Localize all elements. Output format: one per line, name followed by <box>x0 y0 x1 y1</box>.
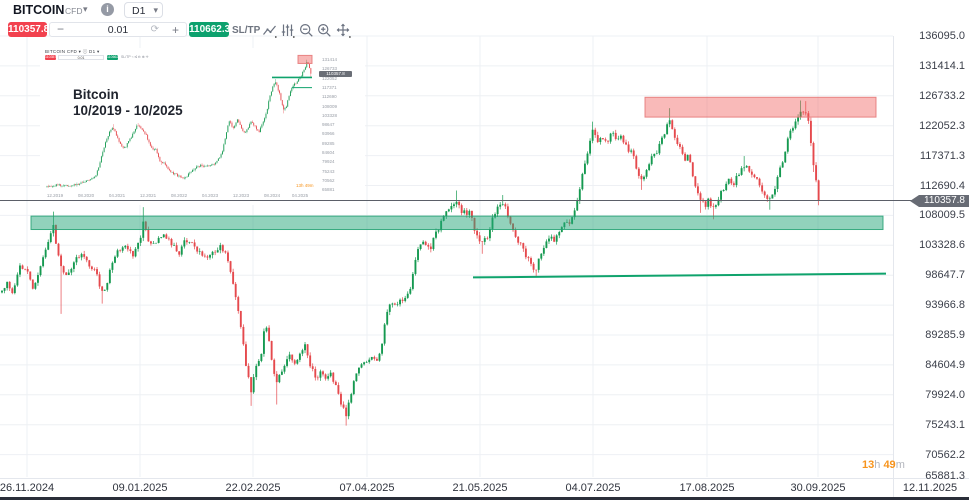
inset-price-badge: 110357.8 <box>319 71 352 77</box>
inset-price-axis-label: 112690 <box>322 94 337 100</box>
inset-price-axis-label: 122052 <box>322 75 338 81</box>
price-axis-label: 117371.3 <box>919 149 965 162</box>
zoom-out-icon[interactable] <box>299 23 314 38</box>
volume-increase-button[interactable]: + <box>171 23 179 37</box>
inset-date-axis-label: 08.2020 <box>77 193 95 198</box>
symbol-market-type: CFD <box>65 6 83 16</box>
inset-date-axis-label: 12.2023 <box>232 193 250 198</box>
inset-price-axis-label: 108009 <box>322 103 338 109</box>
price-axis-label: 65881.3 <box>925 470 965 482</box>
inset-date-axis-label: 04.2021 <box>108 193 126 198</box>
inset-toolbar-text: BITCOIN CFD ▾ ⓘ D1 ▾ <box>45 49 100 54</box>
inset-title-line1: Bitcoin <box>73 87 119 102</box>
date-axis-label: 21.05.2025 <box>452 482 508 494</box>
zoom-in-icon[interactable] <box>317 23 332 38</box>
inset-price-axis-label: 84604 <box>322 150 335 155</box>
date-axis-label: 17.08.2025 <box>679 482 735 494</box>
inset-price-axis-label: 131414 <box>322 57 338 62</box>
date-axis-label: 12.11.2025 <box>902 482 958 494</box>
price-axis-label: 98647.7 <box>925 269 965 282</box>
date-axis-label: 30.09.2025 <box>790 482 846 494</box>
toolbar: BITCOIN CFD ▾ i D1 ▾ 110357.8 − 0.01 ⟳ +… <box>0 0 420 42</box>
candle-countdown: 13h 49m <box>862 459 905 471</box>
inset-countdown: 13h 49m <box>296 183 314 188</box>
date-axis-label: 22.02.2025 <box>225 482 281 494</box>
inset-price-axis-label: 93966 <box>322 131 335 137</box>
sell-button[interactable]: 110357.8 <box>8 22 50 37</box>
price-axis-label: 79924.0 <box>925 388 965 401</box>
price-axis-label: 108009.5 <box>919 209 965 222</box>
inset-volume-box: 0.01 <box>58 54 104 60</box>
inset-date-axis-label: 08.2022 <box>170 193 188 198</box>
inset-title: Bitcoin 10/2019 - 10/2025 <box>73 87 183 118</box>
price-axis-label: 136095.0 <box>919 30 965 42</box>
inset-price-axis-label: 79924 <box>322 159 335 165</box>
info-icon[interactable]: i <box>101 3 114 16</box>
countdown-hours: 13 <box>862 459 875 471</box>
price-axis-label: 103328.6 <box>919 239 965 252</box>
symbol-dropdown-caret-icon[interactable]: ▾ <box>83 4 88 14</box>
inset-date-axis-label: 08.2024 <box>263 193 281 198</box>
window-bottom-edge <box>0 497 969 500</box>
inset-toolbar-icons: SL/TP ⌁ ⑆ ⊖ ⊕ ✛ <box>121 55 149 59</box>
current-price-badge: 110357.8 <box>910 195 969 207</box>
volume-value[interactable]: 0.01 <box>107 24 129 36</box>
inset-sell-chip: 110357.8 <box>45 54 56 60</box>
inset-price-axis-label: 103328 <box>322 112 338 118</box>
inset-title-line2: 10/2019 - 10/2025 <box>73 102 183 118</box>
timeframe-value: D1 <box>132 5 146 17</box>
volume-stepper: − 0.01 ⟳ + <box>49 22 187 37</box>
inset-price-axis-label: 89285 <box>322 140 335 146</box>
indicators-icon[interactable] <box>280 23 295 38</box>
price-axis-divider <box>893 36 894 497</box>
timeframe-caret-icon: ▾ <box>153 5 158 15</box>
sltp-label[interactable]: SL/TP <box>232 25 261 36</box>
date-axis-label: 04.07.2025 <box>565 482 621 494</box>
time-axis-divider <box>0 478 969 479</box>
inset-price-axis-label: 65881 <box>322 187 335 193</box>
date-axis-label: 26.11.2024 <box>0 482 55 494</box>
inset-chart-canvas <box>46 54 313 188</box>
price-axis-label: 84604.9 <box>925 358 965 371</box>
date-axis-label: 07.04.2025 <box>339 482 395 494</box>
price-axis-label: 70562.2 <box>925 448 965 461</box>
inset-price-axis-label: 126733 <box>322 66 338 72</box>
inset-price-axis-label: 75243 <box>322 168 335 174</box>
timeframe-select[interactable]: D1 ▾ <box>124 2 163 18</box>
countdown-mins-unit: m <box>895 459 905 471</box>
current-price-line <box>0 200 913 201</box>
crosshair-move-icon[interactable] <box>336 23 351 38</box>
inset-date-axis-label: 04.2023 <box>201 193 219 198</box>
price-axis-label: 126733.2 <box>919 89 965 102</box>
inset-price-axis-label: 70562 <box>322 177 335 183</box>
symbol-name[interactable]: BITCOIN <box>13 3 65 17</box>
inset-buy-chip: 110662.3 <box>107 54 118 60</box>
countdown-mins: 49 <box>883 459 896 471</box>
price-axis-label: 112690.4 <box>919 179 965 192</box>
chart-type-icon[interactable] <box>262 23 277 38</box>
volume-decrease-button[interactable]: − <box>57 22 65 36</box>
price-axis-label: 93966.8 <box>925 299 965 312</box>
date-axis-label: 09.01.2025 <box>112 482 168 494</box>
countdown-hours-unit: h <box>874 459 881 471</box>
volume-sync-icon[interactable]: ⟳ <box>150 24 159 35</box>
inset-date-axis-label: 12.2019 <box>46 193 64 198</box>
price-axis-label: 89285.9 <box>925 329 965 341</box>
inset-date-axis-label: 12.2021 <box>139 193 157 198</box>
inset-date-axis-label: 04.2025 <box>291 193 309 198</box>
inset-price-axis-label: 117371 <box>322 84 337 90</box>
inset-price-axis-label: 98647 <box>322 122 335 128</box>
price-axis-label: 122052.3 <box>919 119 965 132</box>
inset-historical-chart: BITCOIN CFD ▾ ⓘ D1 ▾ 110357.8 0.01 11066… <box>40 48 365 205</box>
price-axis-label: 75243.1 <box>925 418 965 431</box>
price-axis-label: 131414.1 <box>919 59 965 72</box>
buy-button[interactable]: 110662.3 <box>189 22 231 37</box>
